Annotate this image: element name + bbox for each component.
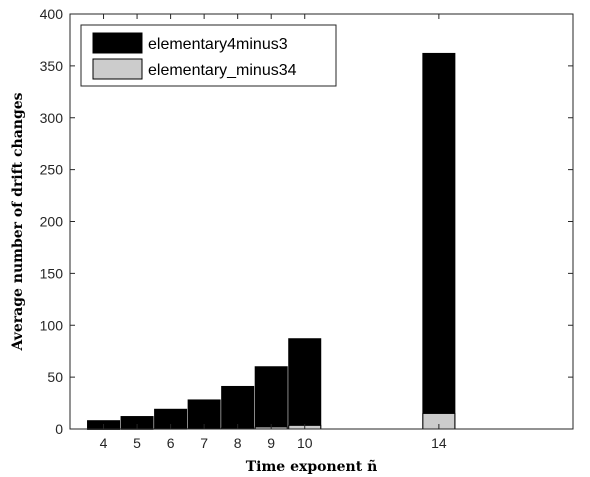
y-tick-label: 250 bbox=[40, 162, 64, 178]
y-tick-label: 50 bbox=[47, 369, 63, 385]
x-tick-label: 5 bbox=[133, 435, 141, 451]
x-tick-label: 8 bbox=[234, 435, 242, 451]
bars-layer bbox=[87, 52, 456, 430]
x-tick-label: 4 bbox=[100, 435, 108, 451]
x-axis-title: Time exponent ñ bbox=[246, 458, 378, 475]
x-tick-label: 9 bbox=[267, 435, 275, 451]
y-axis-title: Average number of drift changes bbox=[10, 92, 26, 351]
legend-swatch-elementary4minus3 bbox=[92, 32, 143, 54]
legend: elementary4minus3 elementary_minus34 bbox=[80, 24, 337, 87]
x-tick-label: 14 bbox=[431, 435, 447, 451]
y-tick-label: 400 bbox=[40, 6, 64, 22]
y-tick-label: 350 bbox=[40, 58, 64, 74]
legend-label-elementary-minus34: elementary_minus34 bbox=[148, 62, 297, 79]
legend-swatch-elementary-minus34 bbox=[92, 58, 143, 80]
y-tick-label: 200 bbox=[40, 214, 64, 230]
bar-elementary4minus3-10 bbox=[288, 338, 322, 430]
y-tick-label: 150 bbox=[40, 265, 64, 281]
y-axis: 0 50 100 150 200 250 300 350 400 bbox=[40, 6, 573, 437]
x-tick-label: 10 bbox=[297, 435, 313, 451]
x-tick-label: 7 bbox=[200, 435, 208, 451]
bar-elementary4minus3-8 bbox=[221, 385, 255, 430]
x-tick-label: 6 bbox=[167, 435, 175, 451]
y-tick-label: 300 bbox=[40, 110, 64, 126]
legend-label-elementary4minus3: elementary4minus3 bbox=[148, 36, 288, 53]
bar-elementary4minus3-14 bbox=[422, 52, 456, 430]
y-tick-label: 0 bbox=[55, 421, 63, 437]
x-axis: 4 5 6 7 8 9 10 14 bbox=[100, 14, 447, 451]
y-tick-label: 100 bbox=[40, 317, 64, 333]
bar-elementary4minus3-9 bbox=[254, 366, 288, 430]
